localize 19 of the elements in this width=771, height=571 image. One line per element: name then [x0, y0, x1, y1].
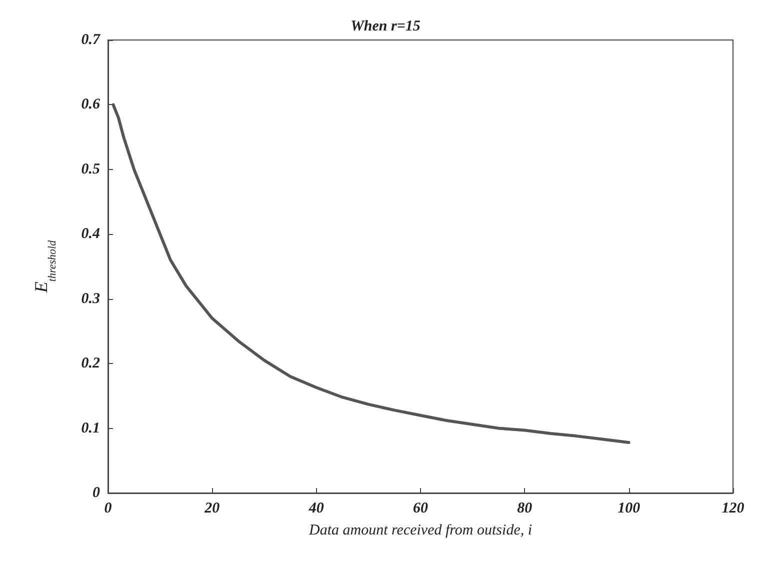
x-tick-label: 120: [722, 500, 745, 516]
y-tick-label: 0.5: [81, 161, 100, 178]
y-tick-label: 0.1: [81, 420, 100, 436]
chart-title: When r=15: [350, 18, 421, 34]
y-tick-label: 0.2: [81, 356, 100, 372]
x-tick-label: 80: [517, 500, 533, 516]
y-axis-title: Ethreshold: [31, 240, 58, 294]
y-tick-label: 0.7: [81, 32, 100, 48]
x-tick-label: 40: [308, 500, 324, 516]
y-tick-label: 0.4: [81, 226, 100, 242]
x-tick-label: 20: [204, 500, 220, 516]
x-tick-label: 60: [413, 500, 428, 516]
line-series: [112, 103, 630, 444]
x-tick-label: 100: [618, 500, 641, 516]
x-axis-title: Data amount received from outside, i: [308, 522, 532, 538]
y-tick-label: 0.3: [81, 290, 100, 307]
y-tick-label: 0: [92, 485, 100, 501]
x-tick-label: 0: [104, 500, 112, 516]
y-tick-label: 0.6: [81, 96, 100, 113]
